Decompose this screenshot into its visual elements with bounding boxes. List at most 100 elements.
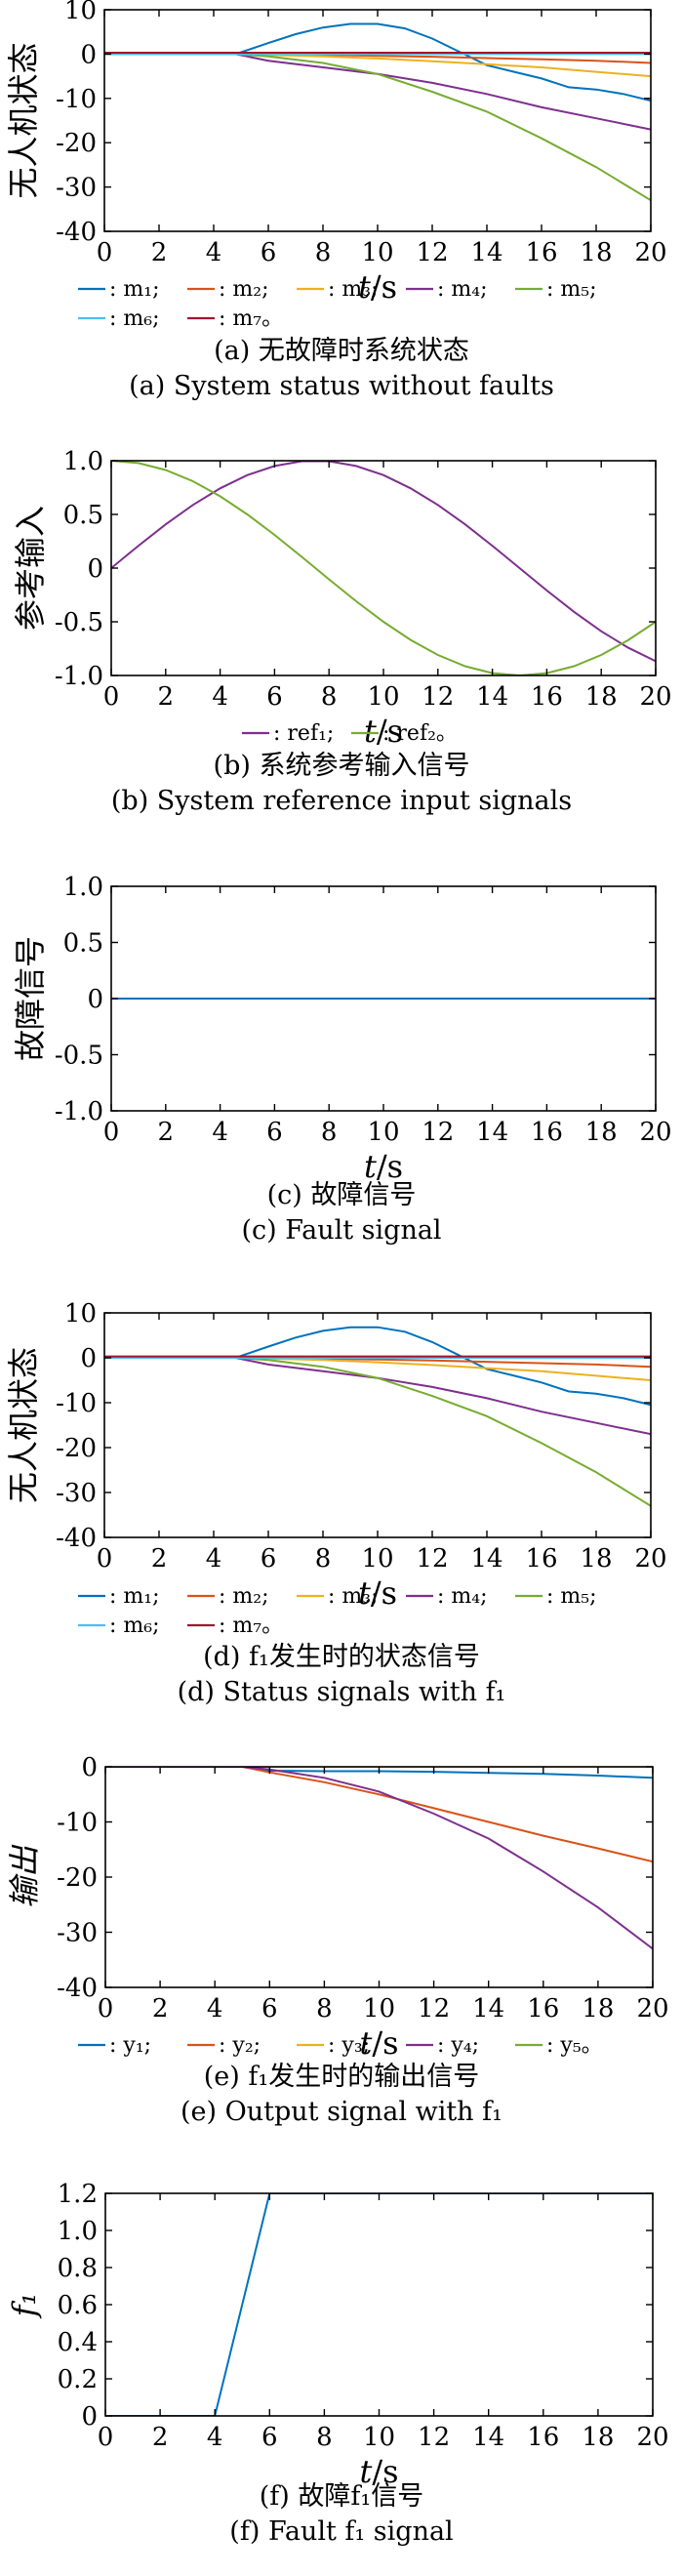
y-tick-label: -30 [57, 1919, 98, 1948]
x-axis-label: t/s [364, 713, 403, 750]
x-tick-label: 6 [261, 1994, 278, 2024]
x-tick-label: 6 [266, 682, 283, 712]
x-tick-label: 0 [97, 238, 113, 267]
x-axis-label: t/s [359, 2453, 398, 2490]
series-line-2 [105, 1767, 653, 1863]
caption-chinese: (e) f₁发生时的输出信号 [204, 2062, 479, 2092]
x-tick-label: 8 [316, 2423, 333, 2452]
y-tick-label: -20 [57, 1863, 98, 1893]
y-tick-label: 0 [80, 1344, 97, 1373]
plot-frame [104, 2192, 654, 2417]
y-tick-label: 0 [81, 1753, 98, 1782]
x-tick-label: 10 [363, 2423, 395, 2452]
series-line-3 [104, 1357, 651, 1381]
x-tick-label: 6 [266, 1118, 283, 1147]
y-tick-label: 0 [80, 40, 97, 69]
y-tick-label: 10 [64, 1299, 97, 1329]
y-tick-label: -40 [56, 1524, 97, 1553]
y-tick-label: -30 [56, 1479, 97, 1508]
y-axis-label: 故障信号 [12, 936, 49, 1061]
x-tick-label: 12 [418, 2423, 450, 2452]
series-line-1 [111, 461, 656, 663]
x-tick-label: 2 [151, 238, 168, 267]
legend-label: : ref₂。 [382, 721, 458, 746]
x-tick-label: 14 [470, 1544, 502, 1574]
x-tick-label: 0 [103, 1118, 120, 1147]
y-tick-label: -10 [56, 1389, 97, 1418]
x-tick-label: 2 [158, 1118, 175, 1147]
y-tick-label: 0 [81, 2402, 98, 2432]
series-group [105, 2193, 653, 2416]
caption-english: (a) System status without faults [129, 371, 554, 401]
legend-label: : y₃; [328, 2033, 370, 2058]
y-axis-label: f₁ [6, 2293, 43, 2319]
legend-label: : y₅。 [546, 2033, 603, 2058]
panel-a: 0 2 4 6 8 10 12 14 16 18 20 10 0 -10 -20 -30 -40 t/s 无人机状态… [5, 0, 667, 401]
y-tick-label: -40 [57, 1974, 98, 2003]
y-tick-label: 1.0 [63, 447, 103, 476]
x-tick-label: 14 [472, 2423, 504, 2452]
panel-b: 0 2 4 6 8 10 12 14 16 18 20 1.0 0.5 0 -0.5 -1.0 t/s 参考输入:… [12, 447, 672, 816]
y-tick-label: -1.0 [55, 1097, 103, 1126]
x-tick-label: 18 [585, 682, 618, 712]
legend-label: : m₄; [437, 277, 488, 302]
caption-english: (e) Output signal with f₁ [181, 2097, 502, 2127]
plot-frame [104, 1766, 654, 1988]
legend-label: : y₄; [437, 2033, 479, 2058]
legend-label: : y₁; [109, 2033, 151, 2058]
legend-label: : m₆; [109, 307, 160, 331]
x-tick-label: 14 [472, 1994, 504, 2024]
x-tick-label: 6 [261, 2423, 278, 2452]
legend-label: : m₃; [328, 1584, 379, 1609]
x-tick-label: 2 [152, 2423, 169, 2452]
x-axis-label: t/s [364, 1148, 403, 1185]
x-tick-label: 16 [527, 2423, 559, 2452]
x-tick-label: 4 [212, 1118, 228, 1147]
x-tick-label: 16 [531, 1118, 563, 1147]
y-tick-label: -0.5 [55, 608, 103, 637]
series-line-1 [105, 2193, 653, 2416]
plot-frame [110, 460, 657, 676]
y-tick-label: 10 [64, 0, 97, 25]
legend-label: : m₇。 [219, 307, 283, 331]
x-tick-label: 16 [527, 1994, 559, 2024]
x-tick-label: 12 [422, 1118, 454, 1147]
panel-f: 0 2 4 6 8 10 12 14 16 18 201.21.00.80.60.40.20t/sf… [6, 2180, 669, 2547]
x-tick-label: 18 [585, 1118, 618, 1147]
legend-label: : m₁; [109, 1584, 160, 1609]
y-tick-label: 0.6 [58, 2291, 98, 2320]
x-tick-label: 16 [531, 682, 563, 712]
series-line-4 [105, 1767, 653, 1950]
y-tick-label: -20 [56, 129, 97, 158]
x-tick-label: 6 [261, 1544, 277, 1574]
x-tick-label: 12 [416, 238, 448, 267]
y-tick-label: 0.5 [63, 501, 103, 530]
caption-english: (b) System reference input signals [111, 786, 572, 816]
y-axis-label: 参考输入 [12, 506, 49, 631]
x-tick-label: 2 [152, 1994, 169, 2024]
legend-label: : m₃; [328, 277, 379, 302]
series-group [104, 1326, 651, 1507]
legend-label: : ref₁; [273, 721, 334, 746]
x-tick-label: 14 [476, 682, 508, 712]
y-tick-label: 0.2 [58, 2365, 98, 2394]
y-tick-label: -0.5 [55, 1042, 103, 1071]
x-tick-label: 18 [582, 1994, 614, 2024]
x-tick-label: 8 [315, 1544, 332, 1574]
caption-chinese: (b) 系统参考输入信号 [214, 751, 470, 781]
legend-label: : m₅; [546, 277, 597, 302]
series-line-3 [104, 53, 651, 78]
y-tick-label: -1.0 [55, 662, 103, 691]
y-tick-label: -10 [56, 85, 97, 114]
series-group [104, 22, 651, 202]
series-line-2 [111, 461, 656, 675]
x-tick-label: 10 [367, 1118, 399, 1147]
caption-english: (d) Status signals with f₁ [178, 1677, 506, 1707]
y-tick-label: -20 [56, 1434, 97, 1463]
x-tick-label: 0 [97, 1544, 113, 1574]
y-tick-label: 0.4 [58, 2328, 98, 2357]
x-tick-label: 4 [206, 1544, 222, 1574]
x-tick-label: 4 [207, 2423, 223, 2452]
caption-chinese: (c) 故障信号 [267, 1180, 417, 1210]
